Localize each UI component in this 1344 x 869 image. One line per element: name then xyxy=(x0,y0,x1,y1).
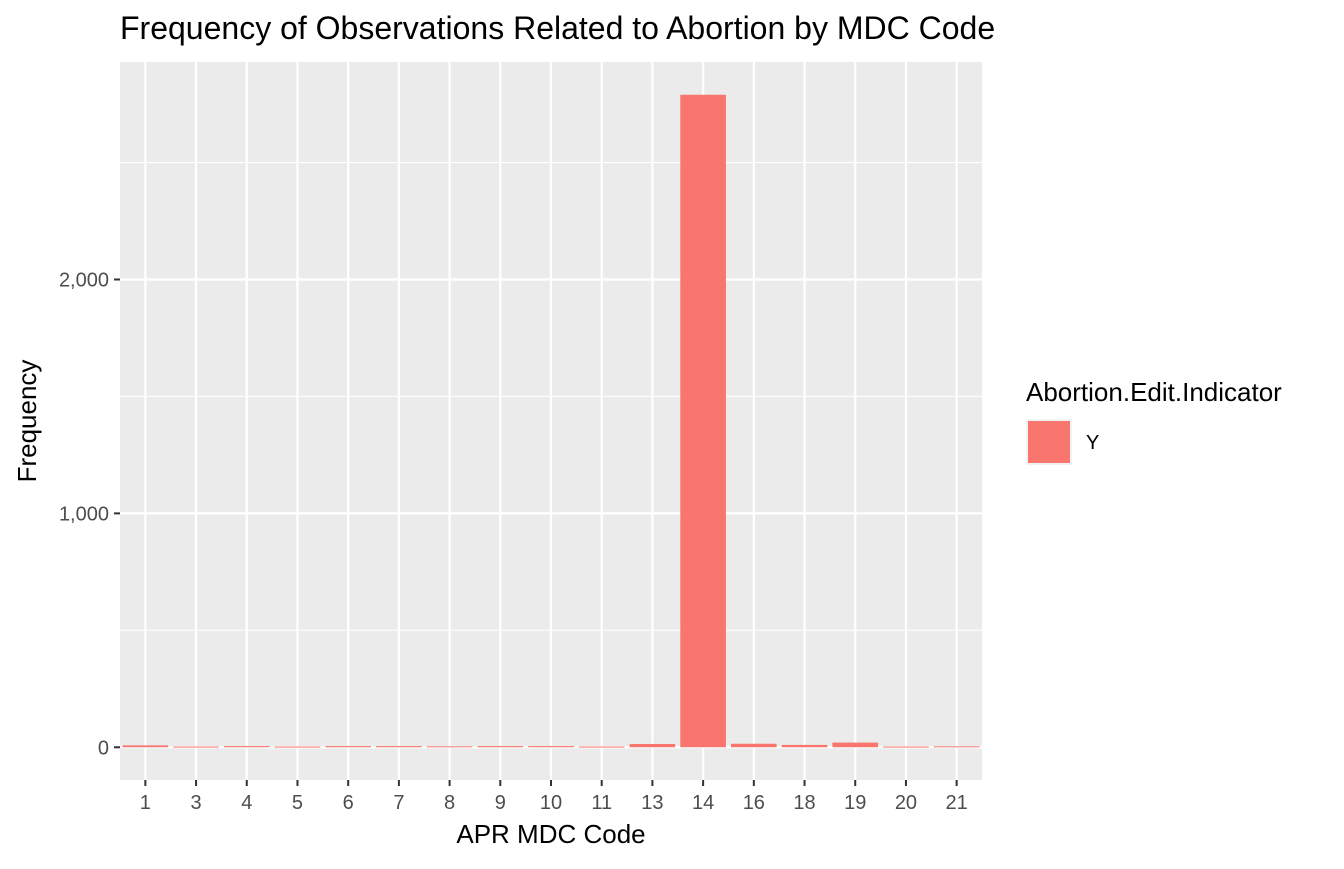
x-tick-label: 19 xyxy=(844,792,866,814)
y-tick-label: 2,000 xyxy=(59,270,109,292)
legend: Abortion.Edit.Indicator Y xyxy=(1026,377,1282,465)
bar-11 xyxy=(578,746,625,748)
x-tick-label: 9 xyxy=(495,792,506,814)
bar-8 xyxy=(426,746,473,748)
y-axis: 0 1,000 2,000 xyxy=(59,270,120,759)
bar-16 xyxy=(731,743,777,748)
bar-3 xyxy=(173,746,219,748)
bar-5 xyxy=(274,746,321,748)
bar-4 xyxy=(223,746,270,748)
bar-13 xyxy=(629,743,676,748)
chart-title: Frequency of Observations Related to Abo… xyxy=(120,10,995,46)
bar-9 xyxy=(477,746,524,748)
x-tick-label: 1 xyxy=(140,792,151,814)
x-tick-label: 13 xyxy=(641,792,663,814)
bar-20 xyxy=(883,746,929,748)
x-tick-label: 10 xyxy=(540,792,562,814)
major-gridlines xyxy=(120,62,982,780)
x-axis: 1 3 4 5 6 7 8 9 10 11 13 14 16 18 19 20 21 xyxy=(140,780,968,814)
bar-10 xyxy=(528,746,574,748)
bar-7 xyxy=(376,746,422,748)
bar-18 xyxy=(781,744,828,748)
bars-group xyxy=(122,94,980,748)
y-tick-label: 1,000 xyxy=(59,503,109,525)
x-tick-label: 5 xyxy=(292,792,303,814)
legend-label: Y xyxy=(1086,432,1099,454)
bar-1 xyxy=(122,745,169,748)
legend-swatch xyxy=(1028,421,1070,463)
bar-6 xyxy=(325,746,371,748)
legend-entries: Y xyxy=(1026,419,1099,465)
bar-19 xyxy=(832,742,879,748)
legend-title: Abortion.Edit.Indicator xyxy=(1026,377,1282,407)
x-tick-label: 14 xyxy=(692,792,714,814)
x-tick-label: 8 xyxy=(444,792,455,814)
x-axis-title: APR MDC Code xyxy=(456,819,645,849)
x-tick-label: 4 xyxy=(241,792,252,814)
x-tick-label: 16 xyxy=(743,792,765,814)
x-tick-label: 20 xyxy=(895,792,917,814)
bar-21 xyxy=(933,746,980,748)
x-tick-label: 3 xyxy=(190,792,201,814)
x-tick-label: 11 xyxy=(591,792,612,814)
x-tick-label: 21 xyxy=(946,792,968,814)
x-tick-label: 7 xyxy=(393,792,404,814)
y-tick-label: 0 xyxy=(98,737,109,759)
x-tick-label: 6 xyxy=(343,792,354,814)
y-axis-title: Frequency xyxy=(12,360,42,483)
bar-14 xyxy=(680,94,726,748)
x-tick-label: 18 xyxy=(793,792,815,814)
